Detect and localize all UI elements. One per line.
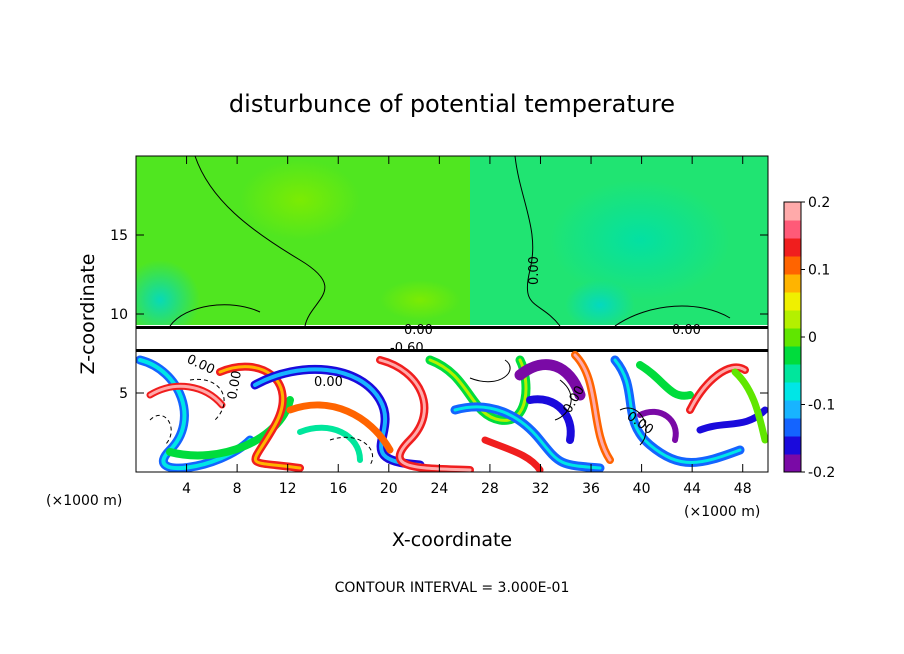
colorbar: 0.2 0.1 0 -0.1 -0.2: [784, 195, 835, 481]
y-tick-label: 15: [110, 228, 128, 244]
colorbar-segment: [784, 274, 801, 293]
colorbar-segment: [784, 238, 801, 257]
y-axis: 5 10 15: [110, 228, 768, 402]
contour-label: 0.00: [527, 256, 542, 285]
x-tick-label: 16: [329, 481, 347, 497]
contour-label: 0.00: [672, 323, 701, 338]
x-tick-label: 40: [633, 481, 651, 497]
x-tick-label: 44: [683, 481, 701, 497]
colorbar-segment: [784, 400, 801, 419]
colorbar-segment: [784, 310, 801, 329]
y-tick-label: 10: [110, 307, 128, 323]
colorbar-segment: [784, 364, 801, 383]
contour-label: 0.00: [404, 323, 433, 338]
x-tick-label: 32: [532, 481, 550, 497]
contour-label: 0.00: [314, 375, 343, 390]
colorbar-segment: [784, 220, 801, 239]
warm-anomaly: [240, 160, 360, 240]
contour-interval-note: CONTOUR INTERVAL = 3.000E-01: [335, 580, 570, 596]
colorbar-segment: [784, 346, 801, 365]
x-tick-label: 48: [734, 481, 752, 497]
x-tick-label: 8: [233, 481, 242, 497]
x-axis: 4 8 12 16 20 24 28 32 36 40 44 48: [182, 156, 752, 497]
colorbar-segment: [784, 454, 801, 473]
chart-title: disturbunce of potential temperature: [229, 90, 675, 118]
y-unit-label: (×1000 m): [684, 504, 760, 520]
band-edge: [136, 349, 768, 352]
colorbar-tick-label: 0.1: [808, 263, 830, 279]
contour-lines: [149, 156, 731, 466]
colorbar-segment: [784, 256, 801, 275]
y-axis-label: Z-coordinate: [77, 254, 99, 375]
colorbar-tick-label: 0.2: [808, 195, 830, 211]
plot-area: 0.00 0.00 0.00 0.00 0.00 0.00 0.00 0.00 …: [136, 156, 768, 472]
warm-anomaly: [380, 280, 460, 320]
contour-label: -0.60: [390, 341, 424, 356]
x-tick-label: 24: [430, 481, 448, 497]
x-tick-label: 28: [481, 481, 499, 497]
colorbar-tick-label: -0.2: [808, 465, 835, 481]
x-unit-label: (×1000 m): [46, 493, 122, 509]
x-tick-label: 20: [380, 481, 398, 497]
y-tick-label: 5: [119, 386, 128, 402]
cool-anomaly: [550, 180, 730, 300]
colorbar-segment: [784, 328, 801, 347]
x-tick-label: 12: [279, 481, 297, 497]
colorbar-segment: [784, 418, 801, 437]
x-axis-label: X-coordinate: [392, 529, 512, 551]
x-tick-label: 4: [182, 481, 191, 497]
colorbar-tick-label: 0: [808, 330, 817, 346]
eddy-field: [136, 351, 768, 472]
colorbar-segment: [784, 202, 801, 221]
colorbar-segment: [784, 292, 801, 311]
colorbar-segment: [784, 436, 801, 455]
transition-band: [136, 325, 768, 353]
contour-label: 0.00: [225, 370, 245, 401]
colorbar-frame: [783, 201, 802, 473]
band-edge: [136, 326, 768, 329]
x-tick-label: 36: [582, 481, 600, 497]
colorbar-tick-label: -0.1: [808, 398, 835, 414]
colorbar-segment: [784, 382, 801, 401]
cool-anomaly: [136, 260, 200, 340]
